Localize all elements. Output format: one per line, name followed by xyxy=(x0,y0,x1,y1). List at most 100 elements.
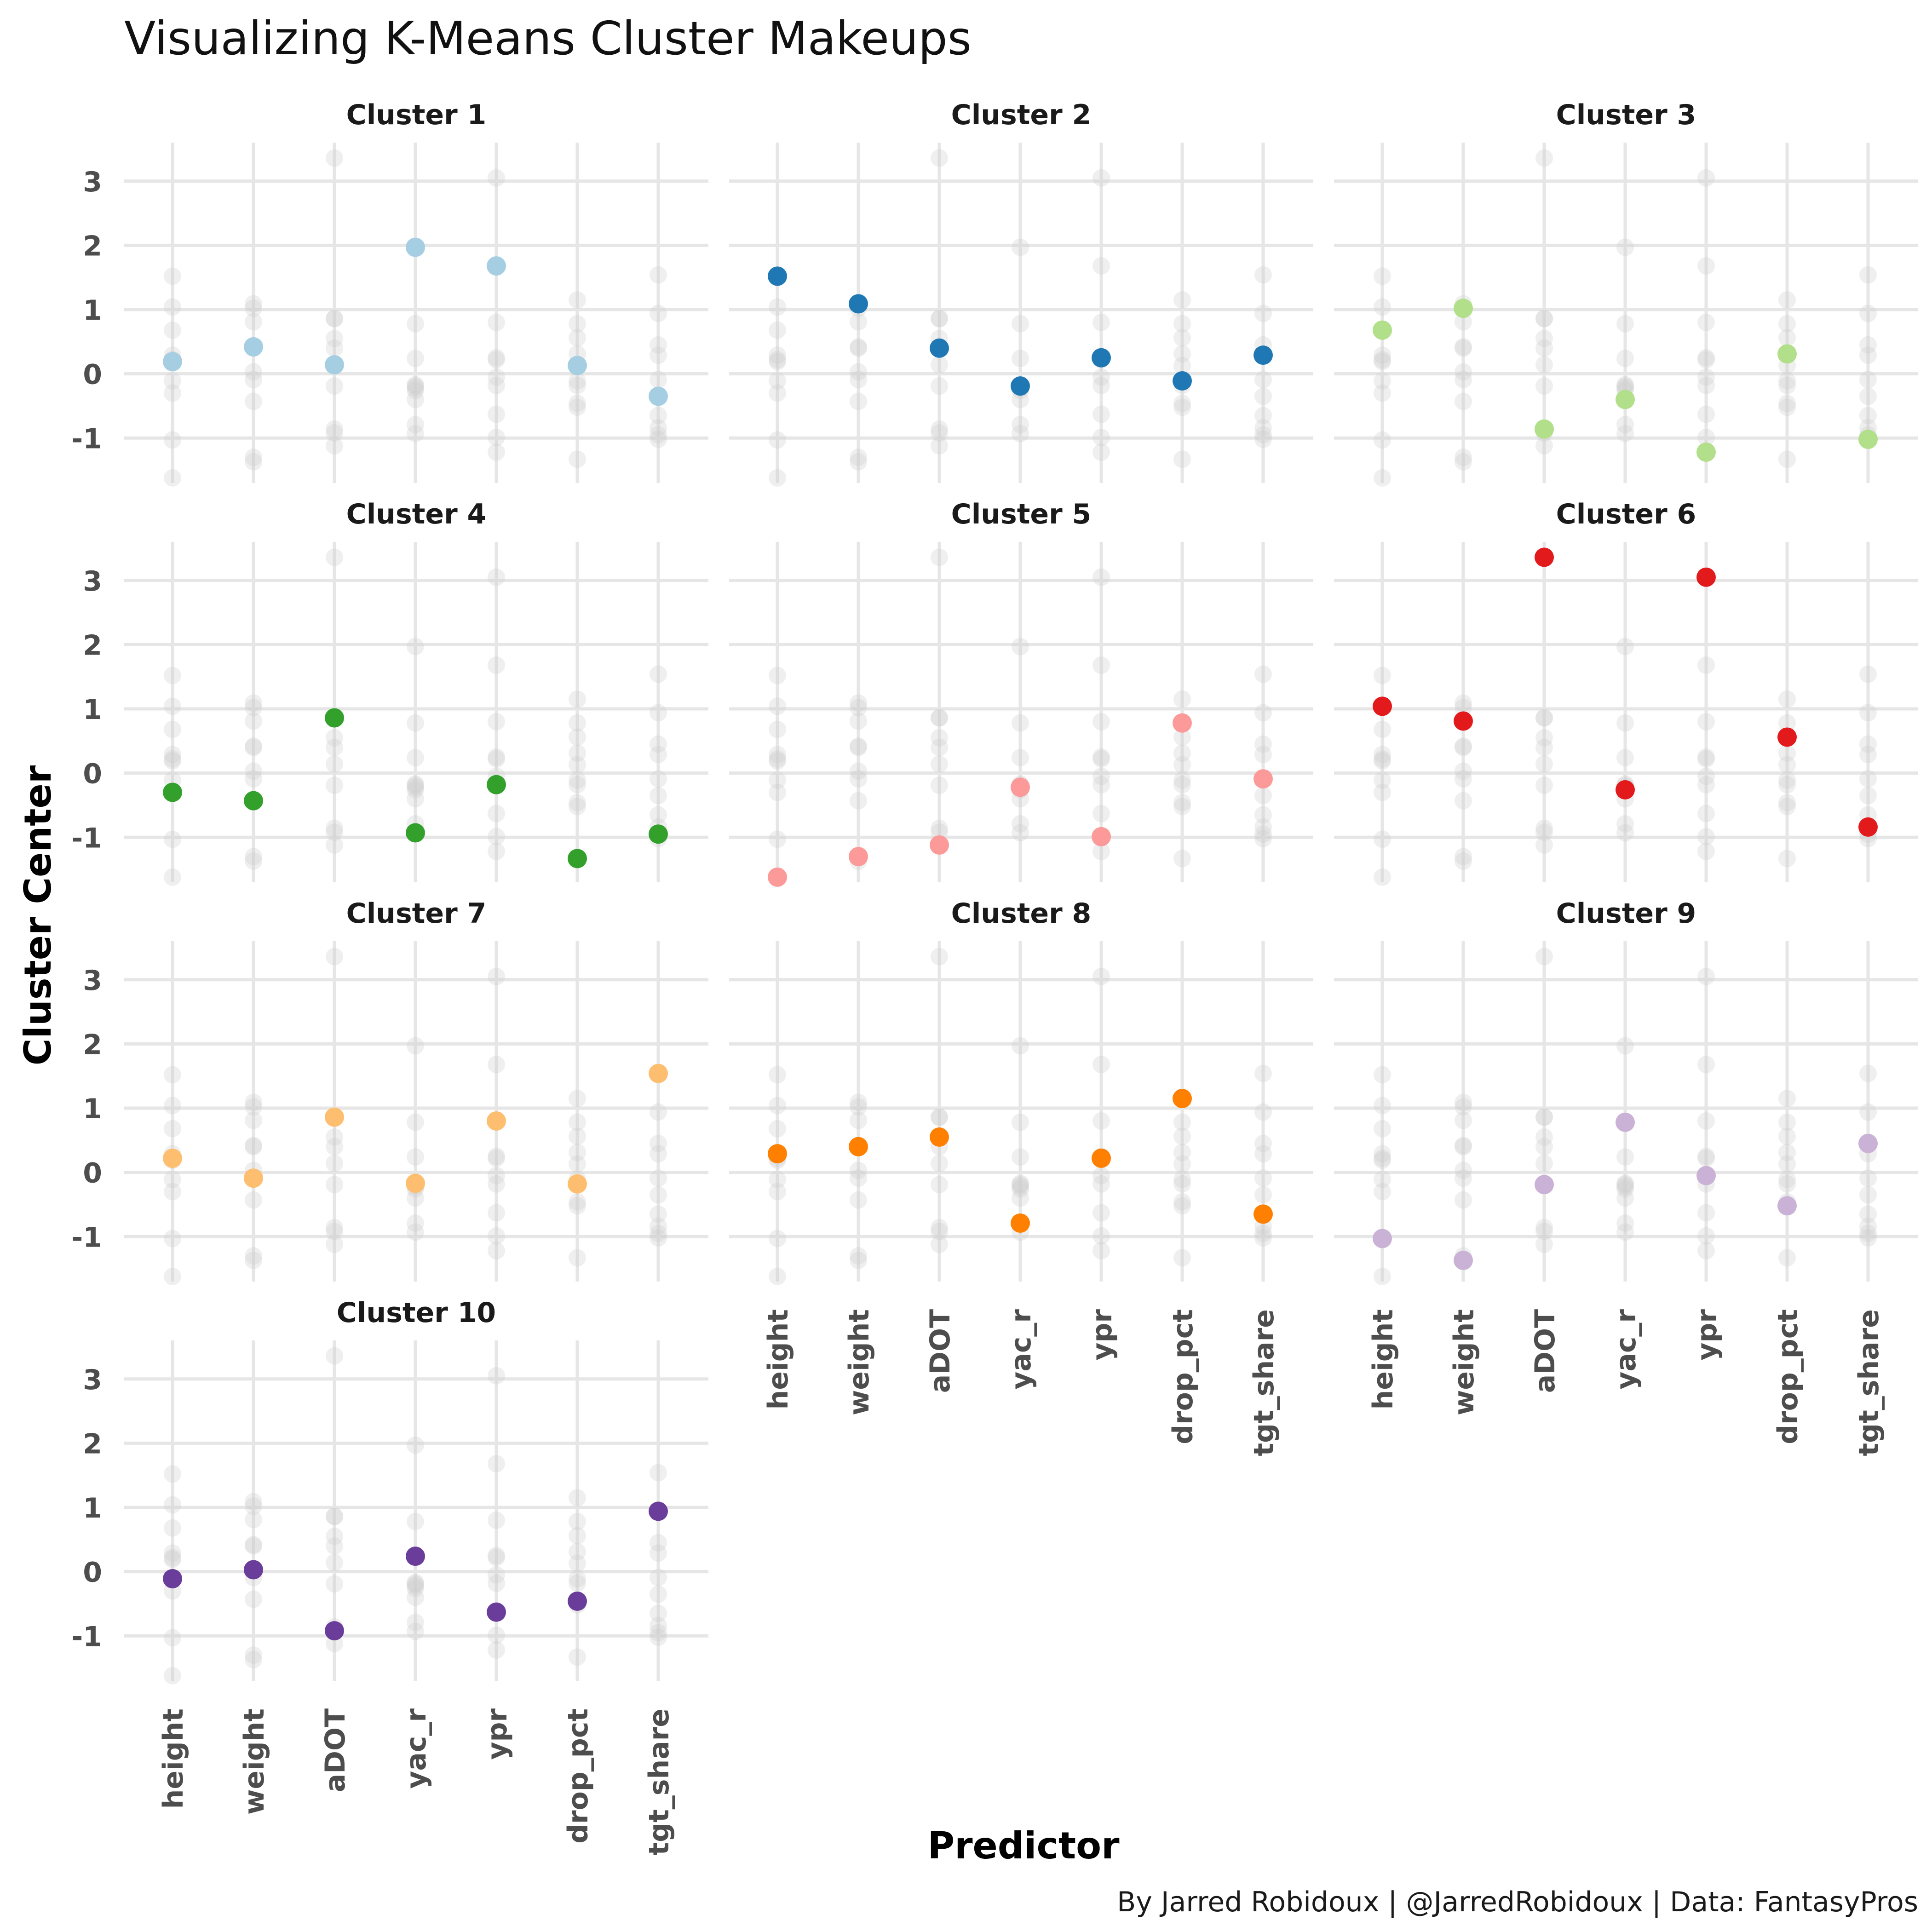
background-point xyxy=(488,169,505,187)
background-point xyxy=(1697,750,1715,768)
background-point xyxy=(1535,823,1553,841)
background-point xyxy=(1859,1229,1877,1247)
background-point xyxy=(1535,329,1553,347)
background-point xyxy=(1173,450,1191,468)
background-point xyxy=(245,1536,262,1553)
background-point xyxy=(769,321,786,339)
background-point xyxy=(1859,1169,1877,1187)
y-tick-label: 2 xyxy=(83,1428,102,1460)
background-point xyxy=(1455,694,1472,712)
background-point xyxy=(326,1507,343,1525)
background-point xyxy=(488,1574,505,1592)
background-point xyxy=(650,746,667,764)
facet-panel: Cluster 9 height weight aDOT yac_r ypr drop_pc… xyxy=(1334,897,1918,1456)
y-tick-label: -1 xyxy=(71,1621,102,1653)
background-point xyxy=(850,339,867,357)
background-point xyxy=(1535,1138,1553,1156)
background-point xyxy=(931,1108,948,1126)
background-point xyxy=(931,310,948,328)
background-point xyxy=(1535,819,1553,837)
background-point xyxy=(650,1205,667,1223)
background-point xyxy=(1374,298,1391,316)
background-point xyxy=(488,351,505,368)
background-point xyxy=(569,1570,586,1587)
background-point xyxy=(1455,392,1472,410)
background-point xyxy=(1859,305,1877,322)
background-point xyxy=(164,1465,181,1483)
background-point xyxy=(1092,748,1110,766)
background-point xyxy=(1859,1217,1877,1235)
x-tick-label: tgt_share xyxy=(1248,1309,1280,1456)
facet-panels: Cluster 1 3 2 1 0 -1 Cluster 2 Cluster 3 Cluster… xyxy=(71,99,1918,1856)
background-point xyxy=(931,420,948,438)
y-tick-label: 1 xyxy=(83,294,102,327)
y-tick-label: 3 xyxy=(83,565,102,598)
background-point xyxy=(1616,1180,1634,1198)
background-point xyxy=(569,798,586,816)
cluster-point xyxy=(406,237,425,257)
background-point xyxy=(1092,257,1110,275)
facet-panel: Cluster 2 xyxy=(729,99,1313,487)
background-point xyxy=(769,771,786,789)
background-point xyxy=(1173,776,1191,794)
background-point xyxy=(1778,744,1796,762)
background-point xyxy=(1092,1167,1110,1184)
background-point xyxy=(164,469,181,487)
y-tick-label: -1 xyxy=(71,1221,102,1254)
background-point xyxy=(569,1113,586,1131)
background-point xyxy=(1173,315,1191,333)
background-point xyxy=(1778,372,1796,390)
background-point xyxy=(1778,394,1796,412)
background-point xyxy=(1455,448,1472,466)
background-point xyxy=(1697,405,1715,423)
background-point xyxy=(850,738,867,756)
background-point xyxy=(245,371,262,389)
background-point xyxy=(1697,748,1715,766)
background-point xyxy=(1535,1223,1553,1241)
background-point xyxy=(1254,1103,1272,1121)
facet-panel: Cluster 7 3 2 1 0 -1 xyxy=(71,897,708,1285)
background-point xyxy=(1697,828,1715,845)
background-point xyxy=(407,1575,424,1593)
background-point xyxy=(850,1162,867,1179)
cluster-point xyxy=(1092,827,1111,846)
background-point xyxy=(1455,453,1472,471)
background-point xyxy=(326,1128,343,1146)
cluster-point xyxy=(930,338,949,358)
background-point xyxy=(326,149,343,167)
x-tick-label: drop_pct xyxy=(1167,1309,1199,1444)
background-point xyxy=(164,830,181,848)
x-tick-label: weight xyxy=(843,1309,875,1415)
background-point xyxy=(850,712,867,730)
background-point xyxy=(569,1197,586,1215)
cluster-point xyxy=(568,849,587,868)
background-point xyxy=(1012,1176,1029,1194)
y-tick-label: 3 xyxy=(83,166,102,198)
background-point xyxy=(1455,1138,1472,1156)
background-point xyxy=(1616,815,1634,833)
cluster-point xyxy=(1696,567,1716,587)
cluster-point xyxy=(1777,344,1797,364)
background-point xyxy=(1778,794,1796,811)
cluster-point xyxy=(768,1144,787,1164)
facet-panel: Cluster 3 xyxy=(1334,99,1918,487)
background-point xyxy=(1254,825,1272,843)
background-point xyxy=(650,1534,667,1552)
background-point xyxy=(931,1155,948,1173)
cluster-point xyxy=(1254,769,1273,789)
background-point xyxy=(407,377,424,395)
background-point xyxy=(1374,1149,1391,1167)
background-point xyxy=(1374,783,1391,801)
background-point xyxy=(1254,665,1272,683)
background-point xyxy=(407,415,424,433)
background-point xyxy=(488,842,505,860)
background-point xyxy=(245,453,262,471)
background-point xyxy=(931,1176,948,1194)
background-point xyxy=(1254,1225,1272,1242)
background-point xyxy=(1455,363,1472,381)
cluster-point xyxy=(1011,777,1030,797)
background-point xyxy=(1012,315,1029,333)
facet-panel: Cluster 5 xyxy=(729,498,1313,887)
cluster-point xyxy=(1173,713,1192,733)
background-point xyxy=(1859,665,1877,683)
